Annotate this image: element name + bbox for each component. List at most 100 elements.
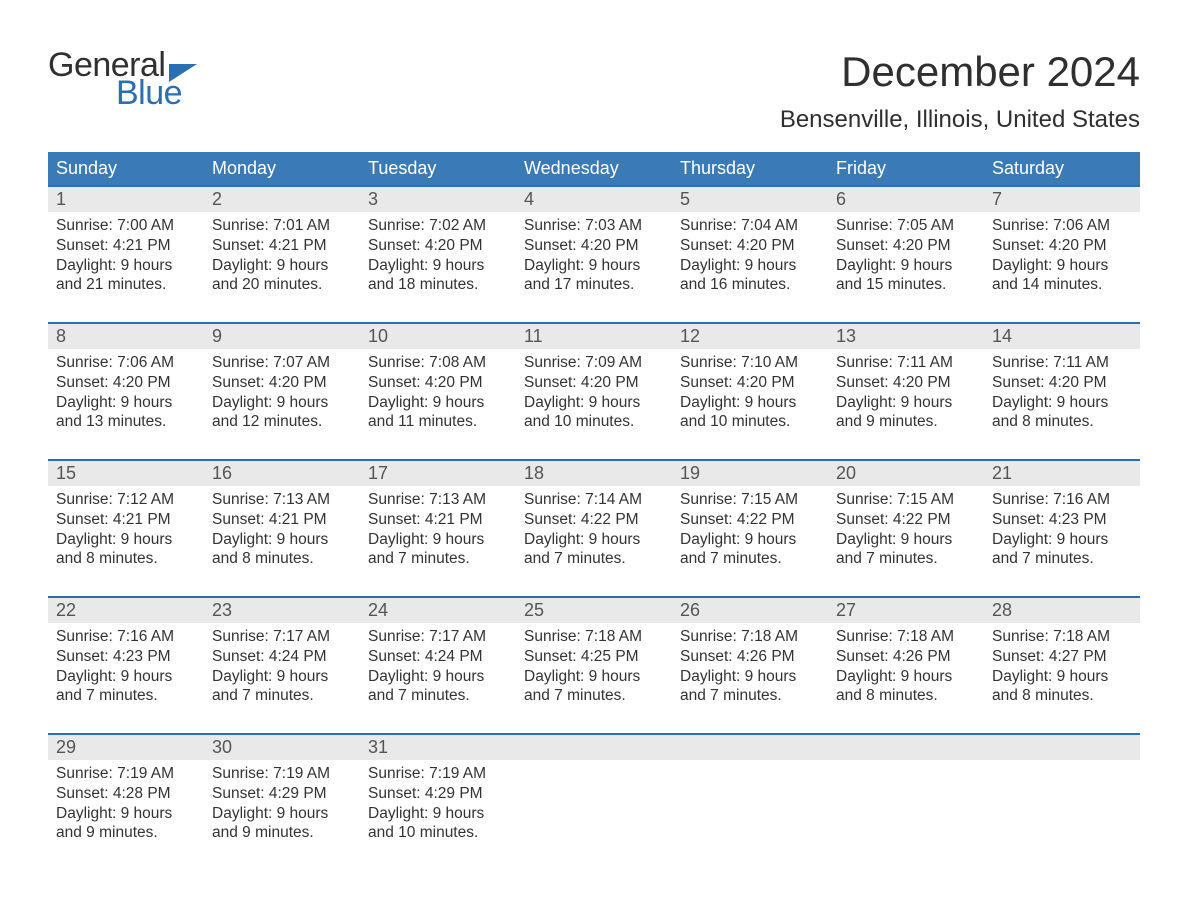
calendar-day: Sunrise: 7:15 AMSunset: 4:22 PMDaylight:…: [828, 486, 984, 582]
sunset-line: Sunset: 4:23 PM: [56, 647, 196, 667]
daylight-line-2: and 9 minutes.: [56, 823, 196, 843]
daylight-line-2: and 16 minutes.: [680, 275, 820, 295]
calendar-day: Sunrise: 7:13 AMSunset: 4:21 PMDaylight:…: [360, 486, 516, 582]
daylight-line-1: Daylight: 9 hours: [212, 393, 352, 413]
daylight-line-2: and 14 minutes.: [992, 275, 1132, 295]
sunset-line: Sunset: 4:22 PM: [836, 510, 976, 530]
sunset-line: Sunset: 4:21 PM: [368, 510, 508, 530]
dow-monday: Monday: [204, 152, 360, 185]
daylight-line-2: and 7 minutes.: [992, 549, 1132, 569]
sunrise-line: Sunrise: 7:03 AM: [524, 216, 664, 236]
sunrise-line: Sunrise: 7:16 AM: [56, 627, 196, 647]
daylight-line-1: Daylight: 9 hours: [368, 393, 508, 413]
day-number: 29: [48, 735, 204, 760]
sunrise-line: Sunrise: 7:13 AM: [368, 490, 508, 510]
calendar-day: [672, 760, 828, 856]
sunrise-line: Sunrise: 7:06 AM: [56, 353, 196, 373]
daylight-line-2: and 7 minutes.: [368, 686, 508, 706]
sunrise-line: Sunrise: 7:15 AM: [836, 490, 976, 510]
daylight-line-2: and 18 minutes.: [368, 275, 508, 295]
daylight-line-1: Daylight: 9 hours: [56, 393, 196, 413]
sunset-line: Sunset: 4:22 PM: [524, 510, 664, 530]
calendar-day: Sunrise: 7:17 AMSunset: 4:24 PMDaylight:…: [204, 623, 360, 719]
day-number-row: 891011121314: [48, 324, 1140, 349]
day-number: 25: [516, 598, 672, 623]
sunset-line: Sunset: 4:20 PM: [992, 236, 1132, 256]
day-number: 2: [204, 187, 360, 212]
daylight-line-1: Daylight: 9 hours: [680, 667, 820, 687]
location-subtitle: Bensenville, Illinois, United States: [780, 106, 1140, 134]
sunset-line: Sunset: 4:20 PM: [680, 373, 820, 393]
sunrise-line: Sunrise: 7:05 AM: [836, 216, 976, 236]
calendar-day: Sunrise: 7:15 AMSunset: 4:22 PMDaylight:…: [672, 486, 828, 582]
calendar-day: Sunrise: 7:14 AMSunset: 4:22 PMDaylight:…: [516, 486, 672, 582]
daylight-line-2: and 7 minutes.: [524, 549, 664, 569]
day-number: 9: [204, 324, 360, 349]
daylight-line-1: Daylight: 9 hours: [212, 256, 352, 276]
daylight-line-2: and 13 minutes.: [56, 412, 196, 432]
calendar-day: Sunrise: 7:19 AMSunset: 4:29 PMDaylight:…: [204, 760, 360, 856]
header-bar: General Blue December 2024 Bensenville, …: [48, 48, 1140, 134]
dow-sunday: Sunday: [48, 152, 204, 185]
day-number: 13: [828, 324, 984, 349]
page-title: December 2024: [780, 48, 1140, 96]
calendar-day: [516, 760, 672, 856]
day-number: 4: [516, 187, 672, 212]
daylight-line-2: and 8 minutes.: [992, 412, 1132, 432]
sunset-line: Sunset: 4:29 PM: [368, 784, 508, 804]
calendar-day: Sunrise: 7:06 AMSunset: 4:20 PMDaylight:…: [48, 349, 204, 445]
sunset-line: Sunset: 4:20 PM: [368, 236, 508, 256]
sunset-line: Sunset: 4:20 PM: [836, 236, 976, 256]
sunset-line: Sunset: 4:21 PM: [212, 236, 352, 256]
day-number: 22: [48, 598, 204, 623]
sunset-line: Sunset: 4:20 PM: [56, 373, 196, 393]
daylight-line-1: Daylight: 9 hours: [524, 256, 664, 276]
sunrise-line: Sunrise: 7:01 AM: [212, 216, 352, 236]
sunset-line: Sunset: 4:29 PM: [212, 784, 352, 804]
daylight-line-1: Daylight: 9 hours: [368, 804, 508, 824]
daylight-line-1: Daylight: 9 hours: [212, 530, 352, 550]
daylight-line-2: and 9 minutes.: [836, 412, 976, 432]
day-number: 24: [360, 598, 516, 623]
sunset-line: Sunset: 4:20 PM: [212, 373, 352, 393]
day-number: 11: [516, 324, 672, 349]
day-number: 27: [828, 598, 984, 623]
day-number: 5: [672, 187, 828, 212]
day-number: 23: [204, 598, 360, 623]
sunrise-line: Sunrise: 7:11 AM: [836, 353, 976, 373]
daylight-line-2: and 10 minutes.: [680, 412, 820, 432]
daylight-line-2: and 15 minutes.: [836, 275, 976, 295]
daylight-line-1: Daylight: 9 hours: [56, 256, 196, 276]
calendar-day: Sunrise: 7:07 AMSunset: 4:20 PMDaylight:…: [204, 349, 360, 445]
day-number: 1: [48, 187, 204, 212]
daylight-line-1: Daylight: 9 hours: [680, 256, 820, 276]
daylight-line-1: Daylight: 9 hours: [992, 393, 1132, 413]
sunrise-line: Sunrise: 7:18 AM: [680, 627, 820, 647]
sunrise-line: Sunrise: 7:17 AM: [368, 627, 508, 647]
daylight-line-1: Daylight: 9 hours: [368, 530, 508, 550]
daylight-line-1: Daylight: 9 hours: [368, 256, 508, 276]
daylight-line-1: Daylight: 9 hours: [212, 667, 352, 687]
day-content-row: Sunrise: 7:16 AMSunset: 4:23 PM Daylight:…: [48, 623, 1140, 733]
calendar-day: Sunrise: 7:11 AMSunset: 4:20 PMDaylight:…: [984, 349, 1140, 445]
calendar-day: Sunrise: 7:08 AMSunset: 4:20 PMDaylight:…: [360, 349, 516, 445]
calendar-day: Sunrise: 7:18 AMSunset: 4:25 PMDaylight:…: [516, 623, 672, 719]
sunrise-line: Sunrise: 7:09 AM: [524, 353, 664, 373]
sunset-line: Sunset: 4:21 PM: [212, 510, 352, 530]
calendar-day: Sunrise: 7:16 AMSunset: 4:23 PMDaylight:…: [48, 623, 204, 719]
calendar-week: 1234567Sunrise: 7:00 AMSunset: 4:21 PMDa…: [48, 185, 1140, 322]
daylight-line-2: and 10 minutes.: [368, 823, 508, 843]
daylight-line-1: Daylight: 9 hours: [524, 530, 664, 550]
daylight-line-2: and 8 minutes.: [212, 549, 352, 569]
sunset-line: Sunset: 4:23 PM: [992, 510, 1132, 530]
calendar-day: Sunrise: 7:05 AMSunset: 4:20 PMDaylight:…: [828, 212, 984, 308]
dow-tuesday: Tuesday: [360, 152, 516, 185]
sunrise-line: Sunrise: 7:19 AM: [212, 764, 352, 784]
sunrise-line: Sunrise: 7:12 AM: [56, 490, 196, 510]
calendar-day: Sunrise: 7:02 AMSunset: 4:20 PMDaylight:…: [360, 212, 516, 308]
sunset-line: Sunset: 4:20 PM: [992, 373, 1132, 393]
sunrise-line: Sunrise: 7:18 AM: [992, 627, 1132, 647]
sunset-line: Sunset: 4:28 PM: [56, 784, 196, 804]
sunrise-line: Sunrise: 7:18 AM: [836, 627, 976, 647]
day-number: 8: [48, 324, 204, 349]
